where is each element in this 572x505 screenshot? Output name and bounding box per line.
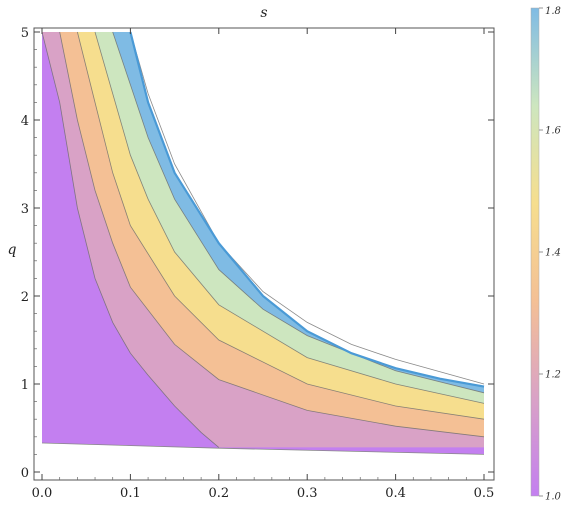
contour-lines [41,31,485,455]
contour-line-3 [77,31,485,420]
x-tick-label: 0.0 [32,486,53,501]
colorbar-tick-label: 1.6 [545,126,562,137]
x-tick-label: 0.5 [474,486,495,501]
y-tick-label: 5 [21,26,29,41]
y-tick-label: 3 [21,202,29,217]
y-tick-label: 4 [21,114,29,129]
y-tick-label: 2 [21,290,29,305]
colorbar-ticks: 1.0 1.2 1.4 1.6 1.8 [539,6,562,503]
x-tick-label: 0.2 [208,486,229,501]
y-tick-label: 0 [21,466,29,481]
colorbar-tick-label: 1.2 [545,370,561,381]
colorbar-tick-label: 1.0 [545,492,562,503]
lower-boundary-line [41,442,485,455]
contour-line-2 [59,31,485,438]
y-axis: 0 1 2 3 4 5 [21,26,494,481]
chart-title: s [260,5,267,21]
upper-boundary-line [129,31,485,388]
y-axis-title: q [8,242,17,258]
colorbar [530,7,540,497]
x-tick-label: 0.4 [385,486,406,501]
contour-line-1 [41,31,220,448]
contour-fills [42,32,484,455]
x-tick-label: 0.3 [297,486,318,501]
contour-line-4 [94,31,485,404]
x-axis: 0.0 0.1 0.2 0.3 0.4 0.5 [32,28,495,501]
contour-line-6 [130,31,485,385]
plot-frame [33,27,495,481]
y-tick-label: 1 [21,378,29,393]
colorbar-tick-label: 1.8 [545,6,561,17]
colorbar-tick-label: 1.4 [545,248,561,259]
x-tick-label: 0.1 [120,486,141,501]
